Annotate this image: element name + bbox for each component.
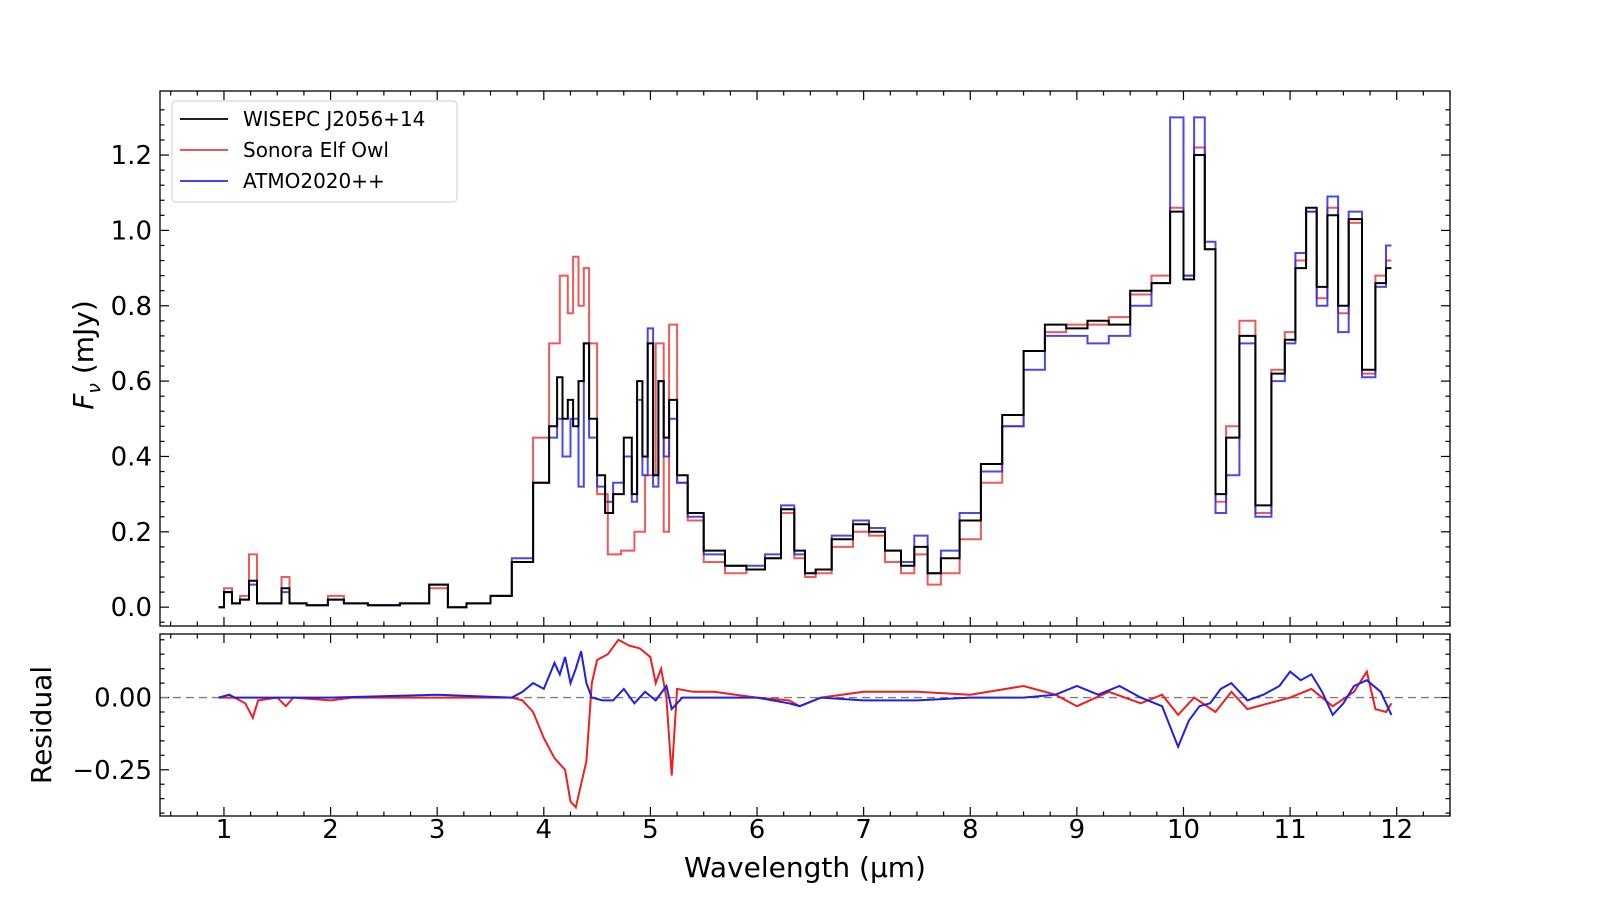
- legend-label-sonora: Sonora Elf Owl: [243, 138, 389, 162]
- x-tick-label: 6: [749, 815, 766, 845]
- y-tick-label: 0.6: [111, 367, 152, 397]
- y-tick-label: 0.00: [94, 684, 152, 714]
- main-series: [218, 116, 1392, 609]
- main-ylabel: Fν (mJy): [67, 300, 105, 410]
- main-plot-frame: [159, 90, 1451, 627]
- residual-line-sonora-elf-owl: [218, 638, 1393, 810]
- main-panel: 0.0 0.2 0.4 0.6 0.8 1.0 1.2 Fν (mJy) WISEPC J2…: [67, 90, 1451, 627]
- x-tick-label: 5: [642, 815, 659, 845]
- y-tick-label: 0.4: [111, 442, 152, 472]
- x-tick-label: 1: [216, 815, 233, 845]
- x-tick-label: 7: [855, 815, 872, 845]
- x-axis-label: Wavelength (µm): [684, 851, 926, 884]
- main-ylabel-unit: (mJy): [67, 300, 100, 383]
- y-tick-label: 1.2: [111, 141, 152, 171]
- y-tick-label: −0.25: [72, 756, 152, 786]
- y-tick-label: 0.2: [111, 518, 152, 548]
- legend-label-atmo: ATMO2020++: [243, 169, 385, 193]
- x-tick-label: 2: [322, 815, 339, 845]
- x-tick-label: 9: [1069, 815, 1086, 845]
- residual-ytick-labels: 0.00 −0.25: [72, 684, 152, 786]
- residual-series: [218, 638, 1393, 810]
- legend-box: [171, 100, 458, 203]
- x-tick-label: 11: [1274, 815, 1307, 845]
- x-tick-label: 10: [1167, 815, 1200, 845]
- series-line-wisepc-j2056-14: [218, 154, 1392, 609]
- main-ylabel-subscript: ν: [83, 383, 105, 394]
- residual-panel: 0.00 −0.25 Residual: [25, 633, 1451, 817]
- x-tick-label: 8: [962, 815, 979, 845]
- y-tick-label: 1.0: [111, 216, 152, 246]
- legend-label-wisepc: WISEPC J2056+14: [243, 107, 425, 131]
- main-ylabel-symbol: F: [67, 393, 100, 410]
- x-tick-label: 3: [429, 815, 446, 845]
- x-tick-label: 4: [536, 815, 553, 845]
- main-ytick-labels: 0.0 0.2 0.4 0.6 0.8 1.0 1.2: [111, 141, 152, 623]
- residual-ylabel: Residual: [25, 666, 58, 784]
- x-tick-label: 12: [1380, 815, 1413, 845]
- xtick-labels: 1 2 3 4 5 6 7 8 9 10 11 12: [216, 815, 1414, 845]
- main-ticks: [160, 91, 1451, 626]
- y-tick-label: 0.8: [111, 292, 152, 322]
- y-tick-label: 0.0: [111, 593, 152, 623]
- legend: WISEPC J2056+14 Sonora Elf Owl ATMO2020+…: [171, 100, 458, 203]
- residual-ticks: [160, 634, 1451, 816]
- residual-plot-frame: [159, 633, 1451, 817]
- residual-line-atmo2020-: [218, 651, 1393, 750]
